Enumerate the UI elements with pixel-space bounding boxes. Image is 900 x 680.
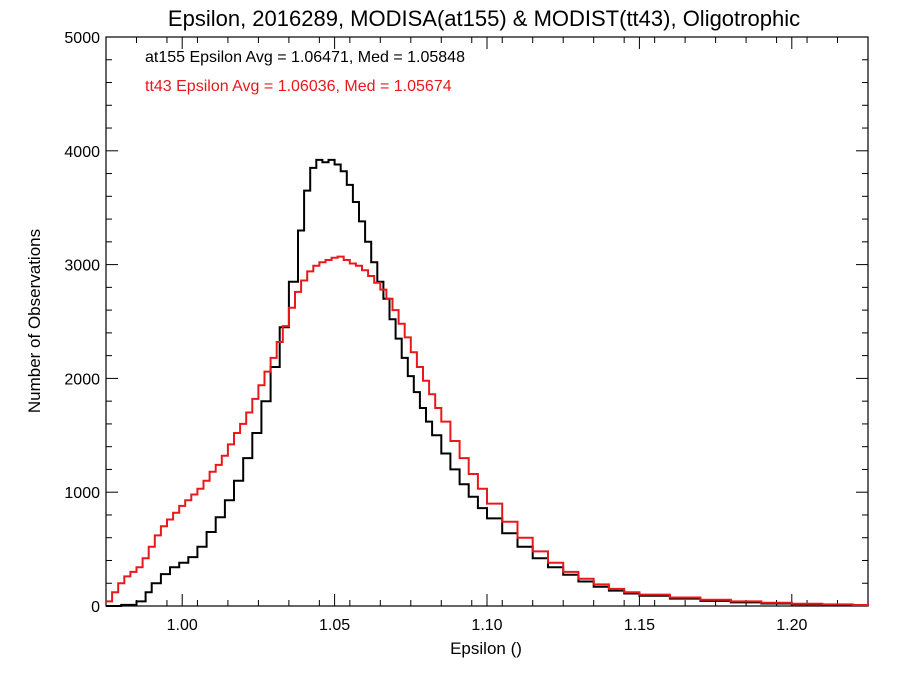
annotation-tt43: tt43 Epsilon Avg = 1.06036, Med = 1.0567…	[145, 78, 452, 95]
x-tick-label: 1.20	[776, 617, 807, 634]
y-tick-label: 3000	[64, 258, 100, 275]
y-axis-label: Number of Observations	[25, 229, 44, 413]
y-axis-ticks: 0 1000 2000 3000 4000 5000	[64, 30, 868, 616]
y-tick-label: 5000	[64, 30, 100, 47]
y-tick-label: 0	[91, 599, 100, 616]
x-tick-label: 1.15	[624, 617, 655, 634]
y-tick-label: 2000	[64, 371, 100, 388]
x-axis-label: Epsilon ()	[450, 639, 522, 658]
x-axis-ticks: 1.00 1.05 1.10 1.15 1.20	[135, 37, 839, 634]
chart-title: Epsilon, 2016289, MODISA(at155) & MODIST…	[168, 6, 800, 31]
series-layer	[106, 158, 869, 607]
y-tick-label: 4000	[64, 144, 100, 161]
x-tick-label: 1.00	[167, 617, 198, 634]
series-line-at155	[106, 158, 869, 607]
x-tick-label: 1.10	[471, 617, 502, 634]
plot-frame	[105, 36, 869, 607]
annotation-at155: at155 Epsilon Avg = 1.06471, Med = 1.058…	[145, 49, 465, 66]
series-line-tt43	[106, 255, 869, 606]
x-tick-label: 1.05	[319, 617, 350, 634]
y-tick-label: 1000	[64, 485, 100, 502]
